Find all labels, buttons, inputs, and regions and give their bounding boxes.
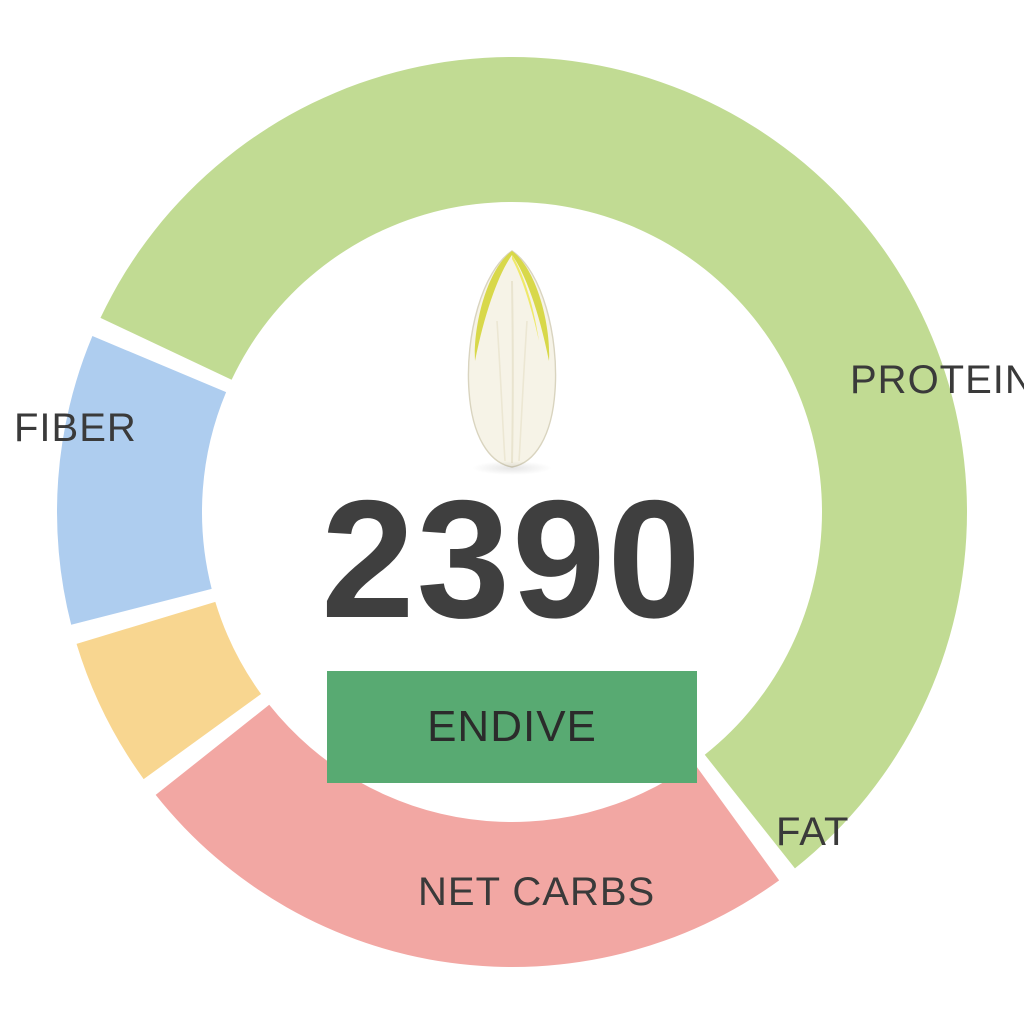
segment-net-carbs bbox=[57, 336, 226, 625]
segment-label-fat: FAT bbox=[776, 810, 849, 855]
segment-label-net-carbs: NET CARBS bbox=[418, 870, 655, 915]
endive-icon bbox=[447, 241, 577, 471]
food-name-badge: ENDIVE bbox=[327, 671, 697, 783]
nutrient-score-value: 2390 bbox=[252, 475, 772, 643]
segment-label-protein: PROTEIN bbox=[850, 358, 1024, 403]
segment-label-fiber: FIBER bbox=[14, 406, 137, 451]
chart-center: 2390 ENDIVE bbox=[252, 241, 772, 783]
nutrition-donut-chart: 2390 ENDIVE FIBER PROTEIN FAT NET CARBS bbox=[0, 0, 1024, 1024]
food-name-text: ENDIVE bbox=[427, 702, 597, 752]
